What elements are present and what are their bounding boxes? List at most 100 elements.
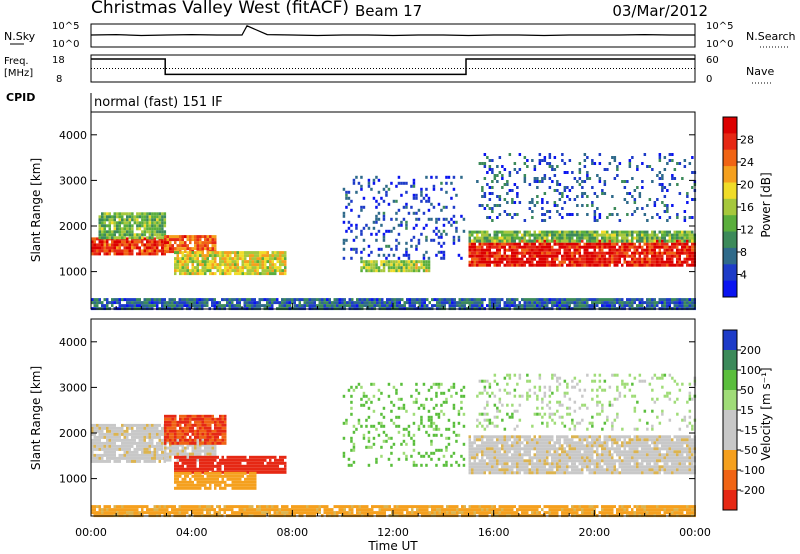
heatmap-cell bbox=[209, 251, 212, 255]
heatmap-cell bbox=[206, 426, 209, 430]
heatmap-cell bbox=[293, 298, 296, 302]
heatmap-cell bbox=[478, 304, 481, 308]
heatmap-cell bbox=[219, 471, 222, 475]
heatmap-cell bbox=[209, 467, 212, 471]
heatmap-cell bbox=[91, 429, 94, 433]
heatmap-cell bbox=[234, 464, 237, 468]
heatmap-cell bbox=[186, 414, 189, 418]
heatmap-cell bbox=[435, 232, 438, 236]
heatmap-cell bbox=[591, 204, 594, 207]
heatmap-cell bbox=[91, 237, 94, 241]
heatmap-cell bbox=[276, 301, 279, 305]
heatmap-cell bbox=[263, 298, 266, 302]
heatmap-cell bbox=[221, 455, 224, 459]
heatmap-cell bbox=[113, 301, 116, 305]
heatmap-cell bbox=[618, 248, 621, 252]
heatmap-cell bbox=[281, 461, 284, 465]
heatmap-cell bbox=[101, 304, 104, 308]
heatmap-cell bbox=[476, 301, 479, 305]
heatmap-cell bbox=[613, 233, 616, 237]
heatmap-cell bbox=[186, 471, 189, 475]
heatmap-cell bbox=[538, 159, 542, 162]
heatmap-cell bbox=[621, 180, 624, 183]
heatmap-cell bbox=[219, 458, 222, 462]
heatmap-cell bbox=[234, 272, 237, 276]
heatmap-cell bbox=[568, 239, 571, 243]
heatmap-cell bbox=[191, 438, 194, 442]
heatmap-cell bbox=[686, 245, 689, 249]
heatmap-cell bbox=[111, 230, 114, 234]
heatmap-cell bbox=[118, 429, 121, 433]
heatmap-cell bbox=[211, 464, 214, 468]
heatmap-cell bbox=[219, 269, 222, 273]
heatmap-cell bbox=[211, 449, 214, 453]
heatmap-cell bbox=[118, 215, 121, 219]
heatmap-cell bbox=[201, 467, 204, 471]
heatmap-cell bbox=[226, 263, 229, 267]
heatmap-cell bbox=[179, 420, 182, 424]
heatmap-cell bbox=[513, 162, 517, 165]
heatmap-cell bbox=[631, 251, 634, 255]
heatmap-cell bbox=[663, 260, 666, 264]
heatmap-cell bbox=[412, 184, 416, 188]
heatmap-cell bbox=[596, 219, 599, 222]
heatmap-cell bbox=[513, 183, 517, 186]
heatmap-cell bbox=[583, 248, 586, 252]
heatmap-cell bbox=[571, 245, 574, 249]
heatmap-cell bbox=[516, 248, 519, 252]
heatmap-cell bbox=[473, 248, 476, 252]
heatmap-cell bbox=[156, 246, 159, 250]
heatmap-cell bbox=[377, 229, 381, 233]
heatmap-cell bbox=[148, 212, 152, 216]
heatmap-cell bbox=[513, 251, 516, 255]
heatmap-cell bbox=[228, 304, 231, 308]
heatmap-cell bbox=[106, 249, 109, 253]
heatmap-cell bbox=[403, 301, 406, 305]
heatmap-cell bbox=[201, 304, 204, 308]
heatmap-cell bbox=[166, 417, 169, 421]
heatmap-cell bbox=[681, 304, 684, 308]
heatmap-cell bbox=[271, 269, 274, 273]
heatmap-cell bbox=[493, 257, 496, 261]
heatmap-cell bbox=[229, 474, 232, 478]
heatmap-cell bbox=[116, 240, 119, 244]
heatmap-cell bbox=[506, 468, 509, 472]
heatmap-cell bbox=[113, 240, 116, 244]
heatmap-cell bbox=[638, 304, 641, 308]
heatmap-cell bbox=[204, 238, 207, 242]
heatmap-cell bbox=[226, 251, 229, 255]
heatmap-cell bbox=[360, 229, 363, 233]
heatmap-cell bbox=[466, 301, 469, 305]
heatmap-cell bbox=[536, 195, 539, 198]
heatmap-cell bbox=[536, 254, 539, 258]
heatmap-cell bbox=[133, 246, 136, 250]
heatmap-cell bbox=[226, 257, 229, 261]
heatmap-cell bbox=[391, 298, 394, 302]
heatmap-cell bbox=[141, 423, 144, 427]
heatmap-cell bbox=[224, 486, 227, 490]
heatmap-cell bbox=[546, 201, 549, 204]
heatmap-cell bbox=[276, 461, 279, 465]
heatmap-cell bbox=[453, 301, 456, 305]
heatmap-cell bbox=[211, 474, 214, 478]
heatmap-cell bbox=[681, 230, 684, 234]
heatmap-cell bbox=[254, 455, 257, 459]
heatmap-cell bbox=[583, 254, 586, 258]
heatmap-cell bbox=[136, 304, 139, 308]
heatmap-cell bbox=[143, 252, 146, 256]
heatmap-cell bbox=[506, 447, 509, 451]
heatmap-cell bbox=[191, 238, 194, 242]
heatmap-cell bbox=[141, 218, 144, 222]
heatmap-cell bbox=[196, 477, 199, 481]
heatmap-cell bbox=[253, 304, 256, 308]
heatmap-cell bbox=[478, 444, 481, 448]
heatmap-cell bbox=[633, 236, 636, 240]
heatmap-cell bbox=[186, 483, 189, 487]
heatmap-cell bbox=[131, 252, 134, 256]
heatmap-cell bbox=[138, 246, 141, 250]
heatmap-cell bbox=[478, 239, 481, 243]
heatmap-cell bbox=[224, 266, 227, 270]
heatmap-cell bbox=[118, 218, 121, 222]
heatmap-cell bbox=[111, 249, 114, 253]
heatmap-cell bbox=[161, 304, 164, 308]
